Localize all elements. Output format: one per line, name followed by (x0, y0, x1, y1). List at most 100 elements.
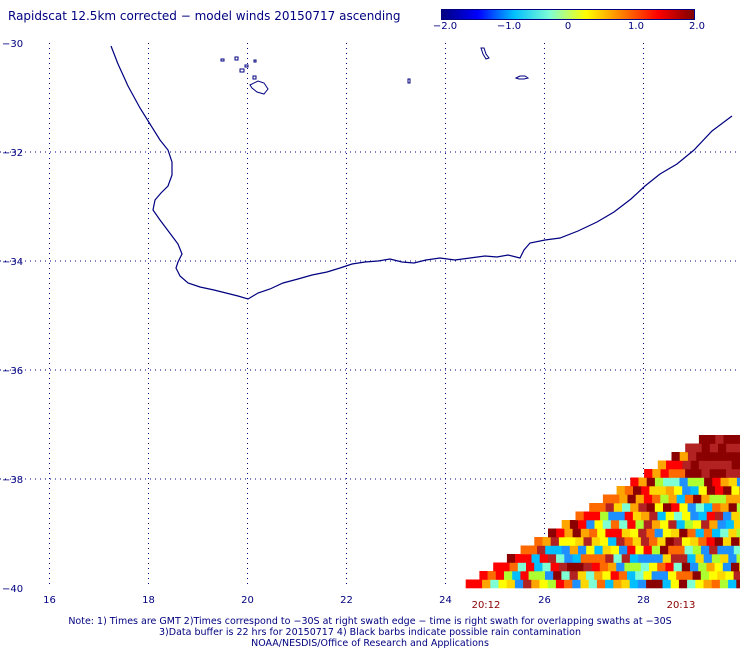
wind-cell (608, 562, 617, 572)
lon-tick-label: 24 (439, 595, 452, 606)
wind-cell (555, 579, 565, 589)
wind-cell (736, 503, 740, 512)
wind-cell (723, 486, 732, 495)
wind-cell (646, 579, 655, 589)
wind-cell (720, 452, 730, 461)
wind-cell (709, 443, 719, 453)
wind-cell (674, 486, 683, 495)
lon-tick-label: 18 (142, 595, 155, 606)
wind-cell (633, 486, 642, 495)
lon-tick-label: 20 (241, 595, 254, 606)
wind-cell (725, 545, 735, 555)
wind-cell (627, 571, 636, 580)
wind-cell (692, 571, 702, 580)
wind-cell (520, 571, 529, 580)
wind-cell (657, 562, 666, 572)
wind-cell (712, 452, 721, 461)
wind-cell (728, 554, 737, 563)
wind-cell (707, 460, 716, 470)
wind-cell (657, 511, 666, 521)
wind-cell (572, 554, 581, 563)
wind-cell (600, 511, 609, 521)
wind-cell (610, 520, 620, 529)
colorbar-label: 2.0 (689, 21, 705, 32)
wind-cell (641, 486, 650, 495)
wind-cell (591, 562, 601, 572)
wind-cell (564, 528, 573, 538)
wind-cell (687, 477, 697, 487)
wind-cell (610, 545, 620, 555)
wind-cell (736, 477, 740, 487)
wind-cell (646, 503, 656, 512)
wind-cell (723, 460, 732, 470)
wind-cell (714, 537, 724, 546)
wind-cell (685, 469, 694, 478)
wind-cell (514, 579, 524, 589)
wind-cell (711, 554, 721, 563)
wind-cell (553, 571, 562, 580)
wind-cell (638, 503, 647, 512)
wind-cell (698, 486, 708, 495)
wind-cell (577, 571, 587, 580)
wind-cell (698, 537, 707, 546)
wind-cell (734, 469, 740, 478)
wind-cell (681, 562, 691, 572)
wind-cell (482, 579, 491, 589)
wind-cell (630, 477, 639, 487)
wind-cell (706, 562, 715, 572)
wind-cell (619, 494, 628, 504)
wind-cell (725, 520, 735, 529)
wind-cell (704, 477, 713, 487)
wind-cell (597, 528, 606, 538)
wind-cell (720, 503, 729, 512)
wind-cell (690, 511, 699, 521)
wind-cell (659, 571, 669, 580)
wind-cell (695, 579, 704, 589)
wind-cell (637, 579, 647, 589)
color-scale-bar (441, 9, 695, 20)
wind-cell (542, 562, 551, 572)
wind-cell (652, 494, 661, 504)
wind-cell (701, 469, 710, 478)
wind-cell (619, 545, 628, 555)
lat-lon-grid (0, 43, 740, 588)
wind-cell (715, 460, 724, 470)
lat-tick-label: −30 (2, 39, 23, 50)
wind-cell (594, 520, 603, 529)
wind-cell (649, 511, 658, 521)
wind-cell (578, 520, 587, 529)
wind-cell (662, 579, 671, 589)
wind-cell (676, 469, 686, 478)
wind-cell (599, 537, 609, 546)
wind-cell (706, 511, 716, 521)
wind-cell (635, 545, 644, 555)
wind-cell (717, 545, 726, 555)
colorbar-label: 0 (564, 21, 572, 32)
wind-cell (624, 537, 633, 546)
wind-cell (728, 528, 737, 538)
wind-cell (684, 545, 694, 555)
wind-cell (663, 503, 672, 512)
wind-cell (627, 520, 636, 529)
wind-cell (709, 571, 718, 580)
wind-cell (687, 554, 696, 563)
wind-cell (679, 503, 688, 512)
wind-cell (712, 528, 721, 538)
wind-cell (597, 554, 606, 563)
lon-tick-label: 22 (340, 595, 353, 606)
wind-cell (580, 554, 590, 563)
wind-cell (630, 528, 639, 538)
wind-cell (674, 460, 683, 470)
wind-cell (605, 528, 614, 538)
wind-cell (695, 477, 705, 487)
wind-cell (731, 460, 740, 470)
wind-cell (679, 452, 689, 461)
wind-cell (726, 443, 735, 453)
wind-cell (632, 562, 642, 572)
wind-cell (624, 511, 634, 521)
wind-cell (594, 545, 603, 555)
wind-cell (602, 571, 611, 580)
wind-cell (725, 494, 735, 504)
wind-cell (583, 511, 593, 521)
wind-cell (684, 571, 693, 580)
